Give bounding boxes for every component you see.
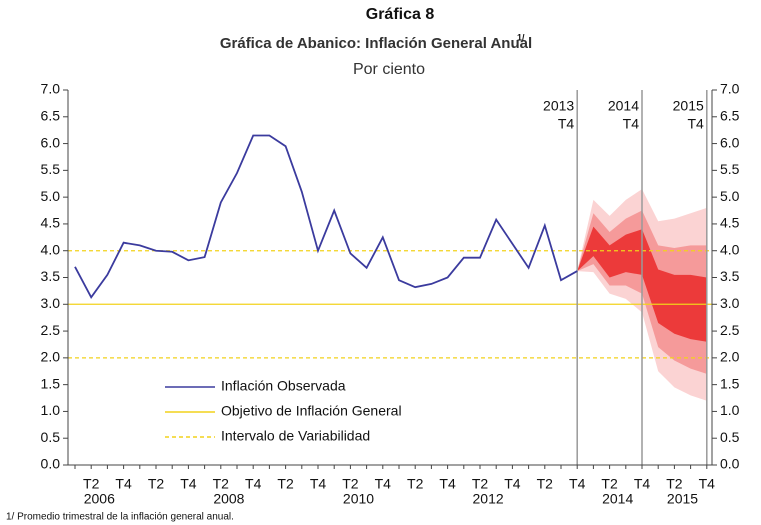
y-tick-label: 5.0 — [41, 188, 61, 204]
x-tick-label: T4 — [439, 476, 456, 492]
y-tick-label: 4.5 — [41, 215, 61, 231]
y2-tick-label: 5.5 — [720, 161, 740, 177]
chart-header: Gráfica 8 — [366, 6, 435, 23]
y2-tick-label: 3.5 — [720, 268, 740, 284]
y-tick-label: 0.0 — [41, 456, 61, 472]
year-label: 2012 — [473, 491, 504, 507]
y2-tick-label: 2.5 — [720, 322, 740, 338]
x-tick-label: T4 — [569, 476, 586, 492]
x-tick-label: T2 — [472, 476, 489, 492]
legend-label: Intervalo de Variabilidad — [221, 428, 370, 444]
y-tick-label: 1.5 — [41, 375, 61, 391]
fan-band — [577, 226, 707, 342]
y-tick-label: 2.0 — [41, 349, 61, 365]
y-tick-label: 0.5 — [41, 429, 61, 445]
chart-title: Gráfica de Abanico: Inflación General An… — [220, 35, 532, 52]
marker-quarter: T4 — [687, 116, 704, 132]
marker-quarter: T4 — [623, 116, 640, 132]
y2-tick-label: 1.0 — [720, 402, 740, 418]
marker-quarter: T4 — [558, 116, 575, 132]
year-label: 2014 — [602, 491, 633, 507]
x-tick-label: T2 — [148, 476, 165, 492]
y-tick-label: 6.5 — [41, 107, 61, 123]
x-tick-label: T4 — [699, 476, 716, 492]
y-tick-label: 3.5 — [41, 268, 61, 284]
x-tick-label: T4 — [245, 476, 262, 492]
x-tick-label: T2 — [537, 476, 554, 492]
x-tick-label: T2 — [407, 476, 424, 492]
y2-tick-label: 0.5 — [720, 429, 740, 445]
x-tick-label: T4 — [375, 476, 392, 492]
x-tick-label: T4 — [310, 476, 327, 492]
legend-label: Objetivo de Inflación General — [221, 403, 402, 419]
x-tick-label: T2 — [666, 476, 683, 492]
y-tick-label: 3.0 — [41, 295, 61, 311]
y-tick-label: 2.5 — [41, 322, 61, 338]
marker-year: 2015 — [673, 98, 704, 114]
x-tick-label: T2 — [277, 476, 294, 492]
y-tick-label: 5.5 — [41, 161, 61, 177]
y2-tick-label: 2.0 — [720, 349, 740, 365]
x-tick-label: T2 — [213, 476, 230, 492]
y2-tick-label: 6.0 — [720, 134, 740, 150]
legend-label: Inflación Observada — [221, 378, 346, 394]
footnote: 1/ Promedio trimestral de la inflación g… — [6, 512, 234, 523]
year-label: 2006 — [84, 491, 115, 507]
y2-tick-label: 3.0 — [720, 295, 740, 311]
y-tick-label: 6.0 — [41, 134, 61, 150]
y-tick-label: 1.0 — [41, 402, 61, 418]
year-label: 2008 — [213, 491, 244, 507]
x-tick-label: T4 — [504, 476, 521, 492]
x-tick-label: T2 — [601, 476, 618, 492]
y2-tick-label: 4.0 — [720, 241, 740, 257]
x-tick-label: T4 — [180, 476, 197, 492]
x-tick-label: T4 — [634, 476, 651, 492]
y-tick-label: 7.0 — [41, 81, 61, 97]
y2-tick-label: 7.0 — [720, 81, 740, 97]
year-label: 2015 — [667, 491, 698, 507]
x-tick-label: T4 — [115, 476, 132, 492]
y2-tick-label: 5.0 — [720, 188, 740, 204]
y-tick-label: 4.0 — [41, 241, 61, 257]
y2-tick-label: 0.0 — [720, 456, 740, 472]
marker-year: 2014 — [608, 98, 639, 114]
x-tick-label: T2 — [83, 476, 100, 492]
y2-tick-label: 6.5 — [720, 107, 740, 123]
chart-subtitle: Por ciento — [353, 61, 425, 78]
year-label: 2010 — [343, 491, 374, 507]
y2-tick-label: 1.5 — [720, 375, 740, 391]
y2-tick-label: 4.5 — [720, 215, 740, 231]
series-line — [74, 134, 578, 300]
x-tick-label: T2 — [342, 476, 359, 492]
marker-year: 2013 — [543, 98, 574, 114]
title-note: 1/ — [517, 32, 525, 42]
